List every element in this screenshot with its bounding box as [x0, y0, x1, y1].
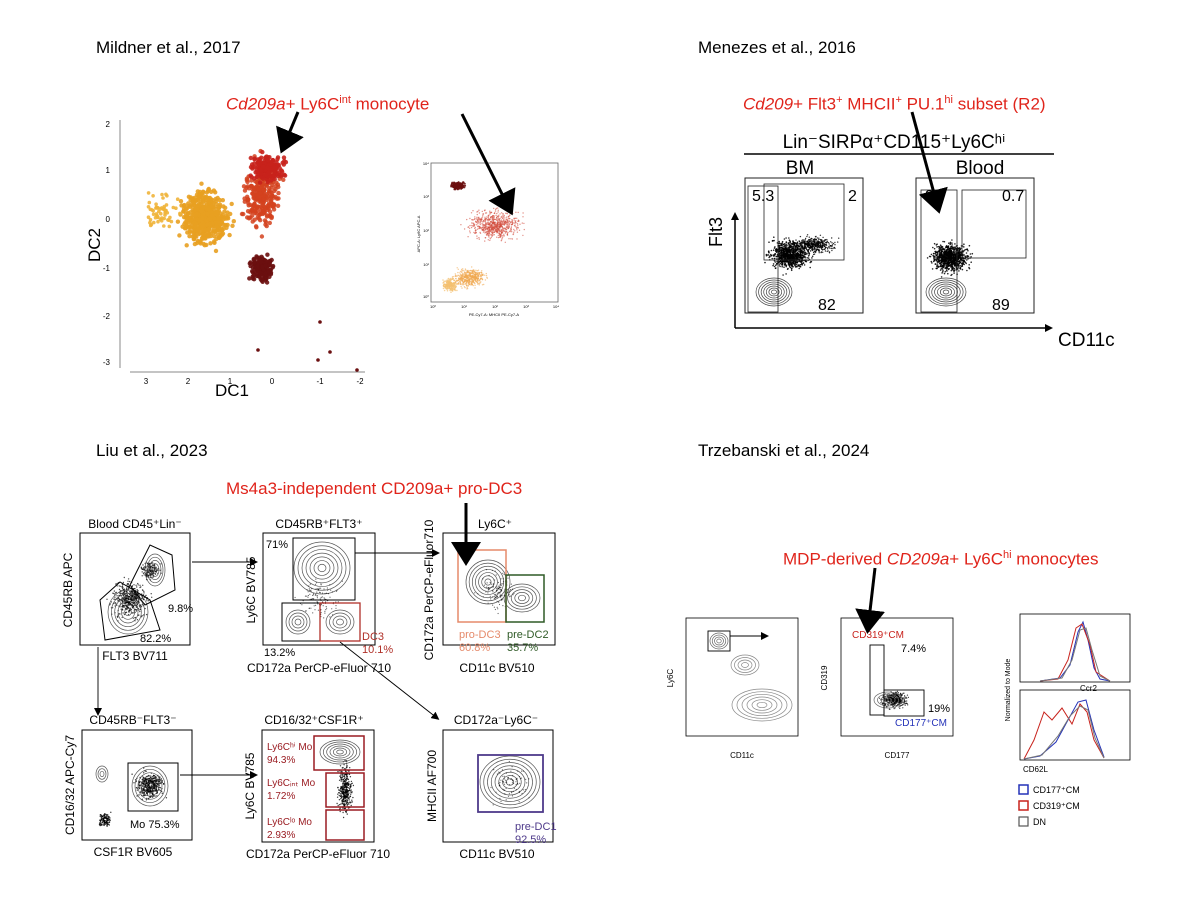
- svg-text:-1: -1: [103, 264, 111, 273]
- svg-text:1: 1: [106, 166, 111, 175]
- mildner-y-ticks: 2 1 0 -1 -2 -3: [103, 120, 111, 367]
- arrow-trzebanski: [855, 567, 885, 634]
- trzebanski-figure: Ly6C CD11c CD319⁺CM 7.4% 19% CD177⁺CM CD…: [666, 613, 1131, 827]
- liu-p5-title: CD16/32⁺CSF1R⁺: [264, 713, 363, 727]
- arrow-mildner-2: [460, 113, 516, 216]
- arrow-mildner-1: [276, 111, 304, 154]
- liu-p4-title: CD45RB⁻FLT3⁻: [89, 713, 176, 727]
- svg-text:0: 0: [106, 215, 111, 224]
- mildner-x-ticks: 3 2 1 0 -1 -2: [144, 377, 364, 386]
- svg-text:10¹: 10¹: [423, 262, 429, 267]
- svg-text:10²: 10²: [423, 228, 429, 233]
- menezes-panel: Lin⁻SIRPα⁺CD115⁺Ly6Cʰⁱ BM Blood Flt3 CD1…: [706, 132, 1115, 351]
- svg-text:10⁴: 10⁴: [423, 161, 429, 166]
- svg-text:0: 0: [270, 377, 275, 386]
- menezes-y-label: Flt3: [706, 217, 726, 247]
- svg-text:10⁰: 10⁰: [430, 304, 436, 309]
- mildner-flow-y-label: APC-A: Ly6C APC-A: [416, 215, 421, 252]
- svg-text:10³: 10³: [523, 304, 529, 309]
- liu-figure: Blood CD45⁺Lin⁻ 9.8% 82.2% CD45RB APC FL…: [61, 517, 557, 861]
- svg-text:3: 3: [144, 377, 149, 386]
- annotation-mildner: Cd209a+ Ly6Cint monocyte: [226, 94, 430, 114]
- menezes-bm-val2: 2: [848, 188, 857, 205]
- annotation-trzebanski: MDP-derived CD209a+ Ly6Chi monocytes: [783, 549, 1099, 569]
- svg-text:10²: 10²: [492, 304, 498, 309]
- svg-text:-2: -2: [103, 312, 111, 321]
- menezes-x-label: CD11c: [1058, 330, 1115, 351]
- svg-text:10⁰: 10⁰: [423, 294, 429, 299]
- svg-text:2: 2: [106, 120, 111, 129]
- arrow-menezes: [910, 111, 948, 214]
- citation-menezes: Menezes et al., 2016: [698, 38, 856, 57]
- annotation-liu: Ms4a3-independent CD209a+ pro-DC3: [226, 479, 523, 498]
- liu-p1-title: Blood CD45⁺Lin⁻: [88, 517, 181, 531]
- annotation-menezes: Cd209+ Flt3+ MHCII+ PU.1hi subset (R2): [743, 94, 1046, 114]
- mildner-dc-plot: 2 1 0 -1 -2 -3 3 2 1 0 -1 -2 DC1 DC2: [85, 120, 365, 400]
- menezes-bm-val3: 82: [818, 297, 836, 314]
- liu-p2-title: CD45RB⁺FLT3⁺: [275, 517, 362, 531]
- menezes-bm-val1: 5.3: [752, 188, 774, 205]
- svg-text:10⁴: 10⁴: [553, 304, 559, 309]
- menezes-bm-label: BM: [786, 158, 815, 179]
- menezes-blood-val3: 89: [992, 297, 1010, 314]
- citation-liu: Liu et al., 2023: [96, 441, 208, 460]
- citation-trzebanski: Trzebanski et al., 2024: [698, 441, 870, 460]
- menezes-header: Lin⁻SIRPα⁺CD115⁺Ly6Cʰⁱ: [783, 132, 1006, 153]
- mildner-flow-plot: APC-A: Ly6C APC-A PE-Cy7-A: MHCII PE-Cy7…: [416, 161, 559, 317]
- svg-text:-2: -2: [356, 377, 364, 386]
- svg-text:10¹: 10¹: [461, 304, 467, 309]
- mildner-scatter-points: [146, 148, 359, 372]
- liu-p6-title: CD172a⁻Ly6C⁻: [454, 713, 538, 727]
- liu-p3-title: Ly6C⁺: [478, 517, 512, 531]
- svg-text:1: 1: [228, 377, 233, 386]
- mildner-flow-x-label: PE-Cy7-A: MHCII PE-Cy7-A: [469, 312, 520, 317]
- menezes-blood-val2: 0.7: [1002, 188, 1024, 205]
- mildner-y-label: DC2: [85, 228, 104, 262]
- svg-text:-3: -3: [103, 358, 111, 367]
- mildner-flow-dots: [442, 181, 525, 294]
- svg-text:-1: -1: [316, 377, 324, 386]
- mildner-x-label: DC1: [215, 381, 249, 400]
- svg-text:10³: 10³: [423, 194, 429, 199]
- svg-text:2: 2: [186, 377, 191, 386]
- citation-mildner: Mildner et al., 2017: [96, 38, 241, 57]
- menezes-blood-label: Blood: [956, 158, 1005, 179]
